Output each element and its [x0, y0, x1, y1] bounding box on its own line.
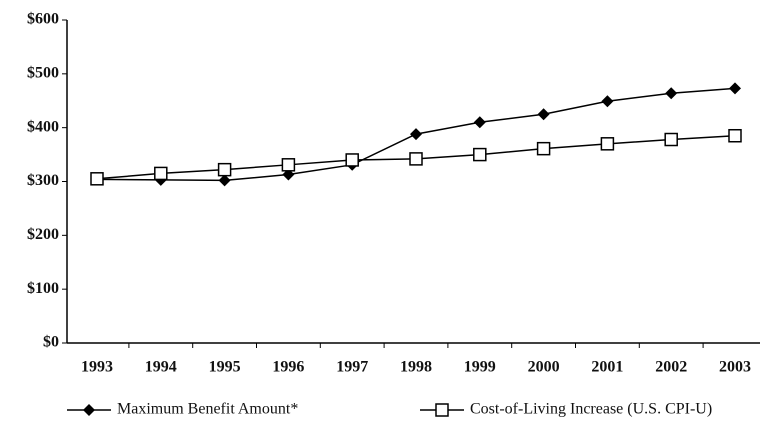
- point: [729, 82, 741, 95]
- x-tick-label: 1993: [81, 359, 113, 376]
- point: [218, 174, 231, 187]
- y-tick-label: $200: [27, 226, 59, 243]
- point: [90, 172, 104, 186]
- point: [664, 132, 678, 147]
- x-tick-label: 1996: [272, 359, 304, 376]
- point: [345, 153, 359, 167]
- point: [154, 166, 168, 181]
- point: [409, 152, 423, 166]
- x-tick-label: 1997: [336, 359, 368, 376]
- x-tick-label: 2003: [719, 359, 751, 376]
- point: [600, 137, 615, 151]
- point: [83, 404, 95, 416]
- point: [665, 87, 678, 100]
- point: [281, 158, 296, 172]
- legend-label: Cost-of-Living Increase (U.S. CPI-U): [470, 401, 712, 418]
- x-tick-label: 2002: [655, 359, 687, 376]
- legend-label: Maximum Benefit Amount*: [117, 401, 298, 418]
- x-tick-label: 2000: [528, 359, 560, 376]
- x-tick-label: 1998: [400, 359, 432, 376]
- x-tick-label: 1999: [464, 359, 496, 376]
- point: [601, 95, 614, 108]
- y-tick-label: $500: [27, 65, 59, 82]
- point: [410, 128, 422, 141]
- y-tick-label: $100: [27, 280, 59, 297]
- point: [473, 116, 486, 129]
- x-tick-label: 1994: [145, 359, 177, 376]
- x-tick-label: 2001: [591, 359, 623, 376]
- point: [217, 162, 232, 177]
- y-tick-label: $0: [43, 334, 59, 351]
- point: [728, 128, 742, 143]
- y-tick-label: $400: [27, 118, 59, 135]
- y-tick-label: $600: [27, 11, 59, 28]
- x-tick-label: 1995: [209, 359, 241, 376]
- y-tick-label: $300: [27, 172, 59, 189]
- point: [435, 403, 449, 417]
- point: [473, 147, 487, 162]
- point: [537, 108, 550, 121]
- point: [536, 141, 551, 156]
